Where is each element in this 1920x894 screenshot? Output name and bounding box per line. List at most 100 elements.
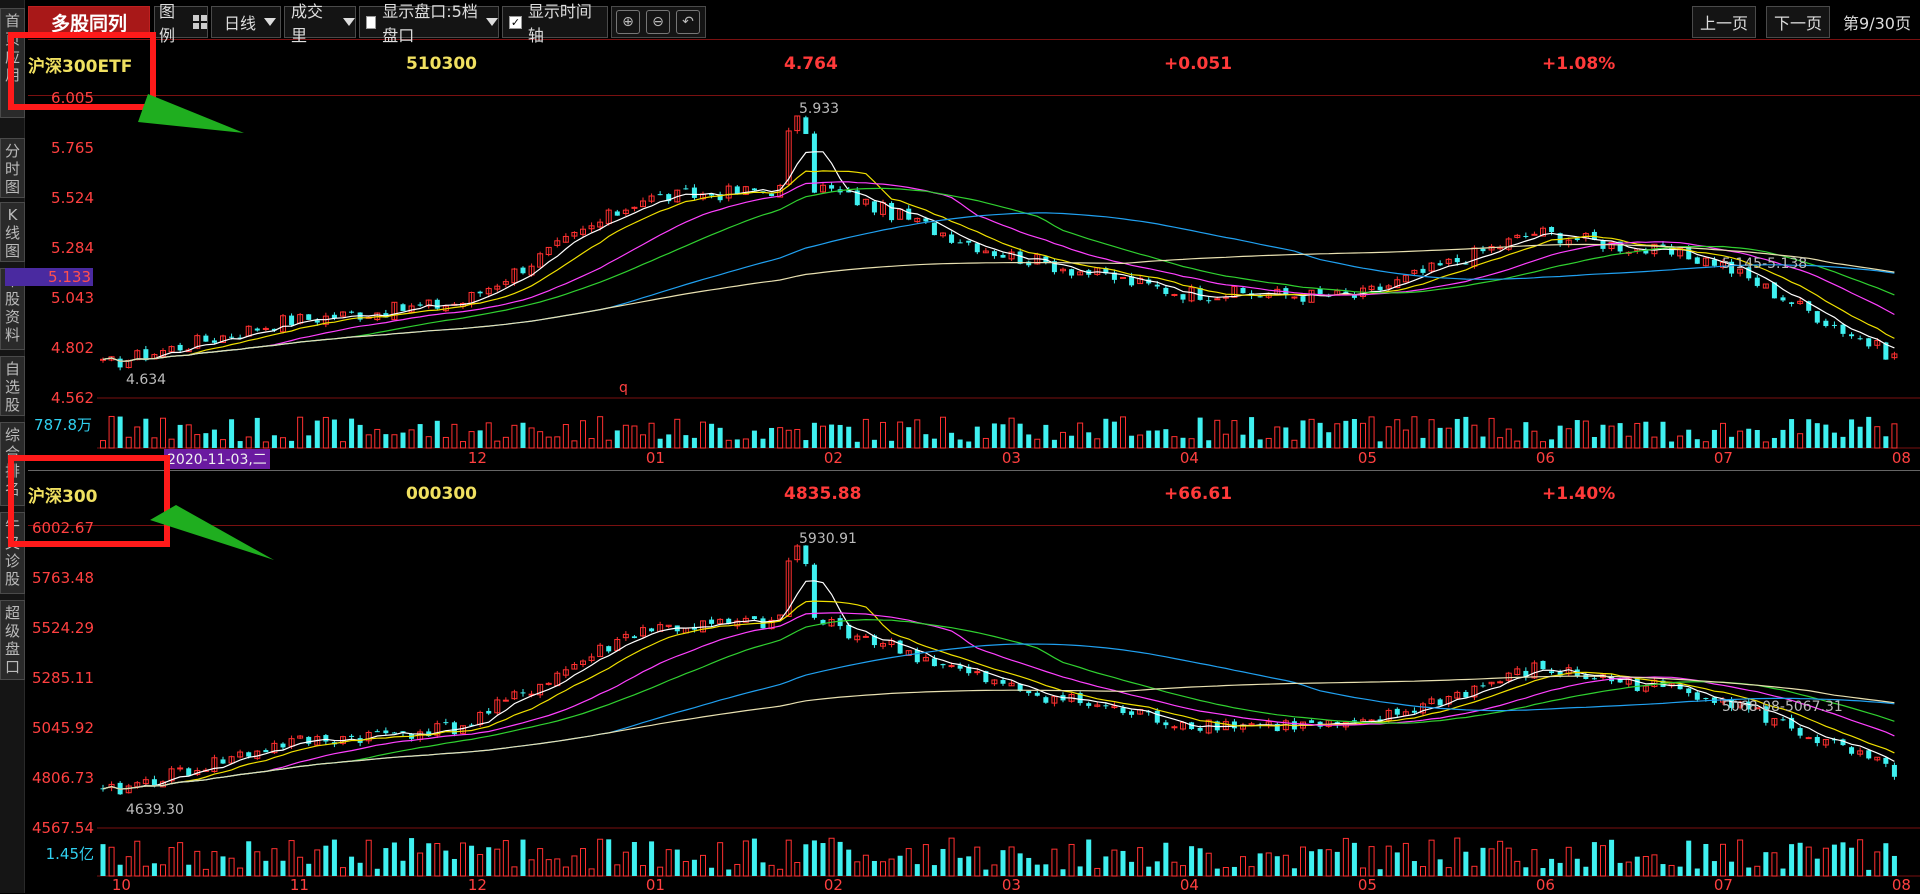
volume-bar	[1754, 865, 1761, 877]
volume-bar	[1129, 435, 1135, 448]
candle-body	[846, 624, 852, 639]
volume-bar	[1308, 418, 1315, 449]
candle-body	[914, 217, 921, 223]
sidebar-tab-super-depth[interactable]: 超级盘口	[0, 600, 25, 680]
volume-bar	[1677, 435, 1684, 449]
candle-body	[657, 194, 663, 196]
volume-bar	[1634, 856, 1640, 876]
volume-bar	[1248, 866, 1255, 877]
current-price-marker: 5.133	[5, 268, 93, 286]
candle-body	[545, 246, 552, 256]
candle-body	[400, 304, 406, 311]
candle-body	[562, 669, 569, 676]
volume-bar	[948, 837, 955, 877]
volume-bar	[794, 428, 801, 449]
candle-body	[486, 710, 492, 714]
month-tick-label: 12	[467, 449, 487, 467]
volume-bar	[1849, 419, 1855, 448]
indicator-select[interactable]: 成交里	[284, 2, 356, 45]
candle-body	[606, 646, 612, 652]
candle-body	[1806, 301, 1812, 311]
volume-bar	[1737, 430, 1744, 449]
reset-view-icon[interactable]: ↶	[676, 10, 700, 34]
next-page-button[interactable]: 下一页	[1766, 6, 1830, 38]
candle-body	[803, 545, 809, 565]
volume-bar	[520, 839, 526, 876]
volume-bar	[477, 430, 483, 448]
sidebar-tab-intraday[interactable]: 分时图	[0, 138, 25, 198]
show-depth-toggle[interactable]: 显示盘口:5档盘口	[359, 2, 499, 45]
volume-bar	[957, 857, 963, 876]
volume-bar	[1849, 847, 1855, 876]
volume-bar	[666, 434, 672, 448]
volume-bar	[768, 864, 775, 877]
checkbox-checked-icon[interactable]: ✓	[509, 15, 522, 29]
volume-bar	[1368, 846, 1375, 877]
candle-body	[220, 759, 226, 764]
candle-body	[1686, 246, 1692, 260]
stock-name[interactable]: 沪深300ETF	[28, 56, 133, 77]
volume-bar	[1789, 419, 1795, 448]
sidebar-tab-watchlist[interactable]: 自选股	[0, 356, 25, 416]
sidebar-tab-label: 超级盘口	[4, 604, 20, 676]
volume-bar	[1077, 422, 1084, 449]
candle-body	[237, 337, 243, 339]
candle-body	[1240, 287, 1246, 294]
candle-body	[957, 665, 963, 669]
candle-body	[785, 130, 792, 185]
volume-bar	[211, 429, 217, 448]
volume-bar	[1814, 423, 1820, 448]
volume-bar	[391, 434, 398, 449]
zoom-in-icon[interactable]: ⊕	[616, 10, 640, 34]
candle-body	[1789, 302, 1795, 304]
volume-bar	[1197, 417, 1203, 448]
volume-bar	[1677, 866, 1683, 876]
ma-value-note: 5068.08-5067.31	[1722, 699, 1843, 715]
volume-bar	[811, 840, 817, 876]
show-depth-label: 显示盘口:5档盘口	[382, 2, 478, 45]
show-timeline-toggle[interactable]: ✓ 显示时间轴	[502, 2, 608, 45]
prev-page-button[interactable]: 上一页	[1692, 6, 1756, 38]
volume-bar	[1129, 861, 1135, 876]
candle-body	[1197, 727, 1203, 731]
volume-bar	[262, 441, 269, 449]
volume-bar	[374, 868, 380, 876]
candle-body	[914, 650, 920, 663]
sidebar-tab-kline[interactable]: K线图	[0, 202, 25, 262]
price-tick-label: 5.043	[51, 289, 94, 307]
stock-name[interactable]: 沪深300	[28, 486, 98, 507]
volume-bar	[1326, 432, 1332, 448]
candle-body	[1677, 247, 1684, 257]
candle-body	[640, 627, 646, 637]
candle-body	[1171, 726, 1178, 729]
volume-bar	[1274, 856, 1280, 876]
volume-bar	[1283, 427, 1289, 448]
checkbox-icon[interactable]	[366, 15, 377, 29]
candle-body	[1094, 704, 1101, 707]
candle-body	[1729, 699, 1735, 708]
volume-bar	[1737, 839, 1744, 877]
candle-body	[108, 783, 115, 789]
candle-body	[640, 200, 646, 208]
volume-bar	[846, 849, 852, 876]
legend-button[interactable]: 图例	[154, 2, 208, 45]
volume-bar	[1703, 843, 1709, 876]
volume-bar	[1291, 439, 1298, 449]
volume-bar	[288, 840, 295, 877]
period-select[interactable]: 日线	[211, 6, 281, 38]
zoom-out-icon[interactable]: ⊖	[646, 10, 670, 34]
volume-bar	[1574, 420, 1580, 448]
volume-bar	[297, 416, 304, 449]
volume-bar	[837, 424, 843, 448]
volume-bar	[914, 419, 921, 449]
volume-bar	[803, 844, 809, 876]
candle-body	[426, 731, 432, 737]
volume-bar	[1291, 868, 1297, 876]
candle-body	[1402, 274, 1409, 283]
candle-body	[742, 617, 749, 623]
candle-body	[289, 315, 295, 326]
candle-body	[1308, 289, 1315, 303]
ma-value-note: 5.145-5.138	[1722, 256, 1808, 272]
